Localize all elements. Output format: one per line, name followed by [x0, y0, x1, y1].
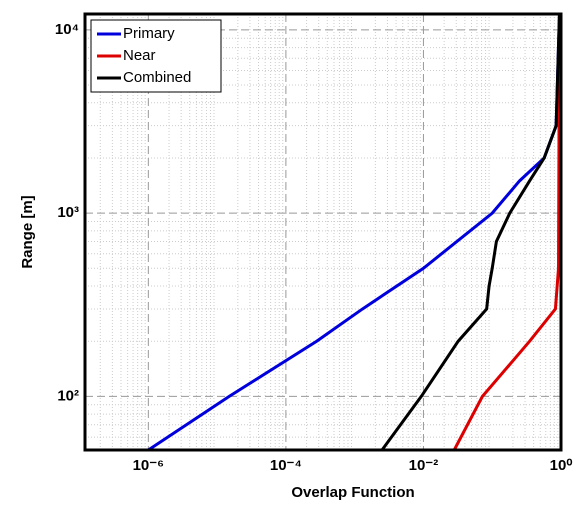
x-tick-label: 10⁰ — [550, 457, 573, 474]
x-tick-label: 10⁻² — [409, 457, 439, 474]
y-axis-label: Range [m] — [19, 195, 36, 268]
y-tick-label: 10⁴ — [55, 21, 79, 38]
x-tick-label: 10⁻⁶ — [133, 457, 165, 474]
legend-label: Primary — [123, 25, 175, 42]
legend-label: Near — [123, 47, 156, 64]
y-tick-label: 10³ — [57, 204, 79, 221]
legend-label: Combined — [123, 69, 191, 86]
x-tick-label: 10⁻⁴ — [270, 457, 302, 474]
y-tick-label: 10² — [57, 387, 79, 404]
series-line — [380, 13, 561, 451]
plot-frame — [83, 12, 563, 452]
series-line — [452, 13, 561, 451]
x-axis-label: Overlap Function — [291, 484, 414, 501]
